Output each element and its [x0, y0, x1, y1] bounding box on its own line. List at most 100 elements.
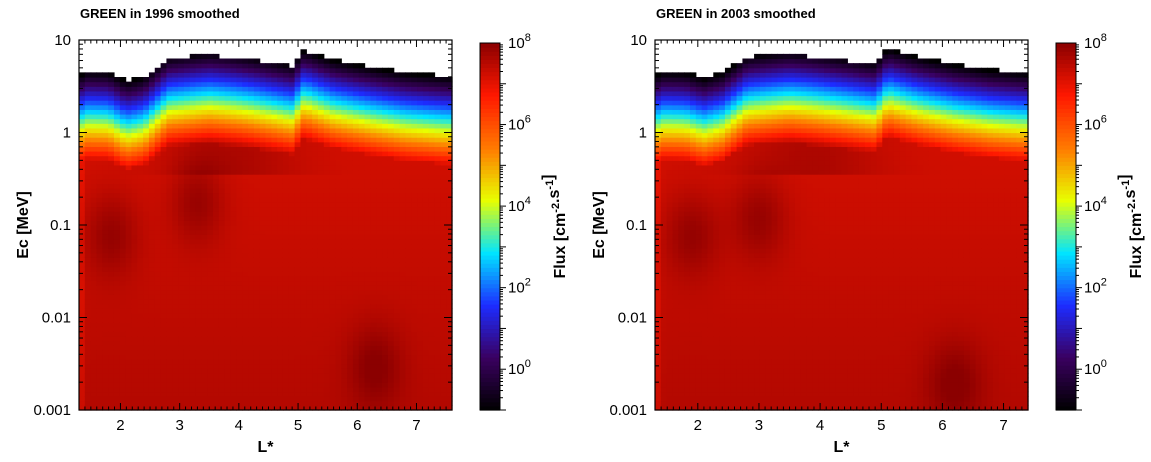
heatmap-cell: [288, 280, 296, 286]
heatmap-cell: [207, 285, 214, 291]
heatmap-cell: [358, 368, 366, 374]
heatmap-cell: [178, 72, 185, 78]
heatmap-cell: [282, 229, 290, 235]
heatmap-cell: [358, 123, 366, 129]
heatmap-cell: [440, 197, 447, 203]
heatmap-cell: [131, 127, 138, 134]
heatmap-cell: [207, 336, 214, 342]
heatmap-cell: [352, 160, 360, 166]
heatmap-cell: [306, 248, 313, 254]
heatmap-cell: [213, 229, 220, 235]
heatmap-cell: [323, 188, 331, 194]
heatmap-cell: [393, 322, 401, 328]
heatmap-cell: [195, 331, 202, 337]
heatmap-cell: [242, 345, 249, 351]
heatmap-cell: [277, 127, 284, 134]
heatmap-cell: [399, 178, 406, 184]
heatmap-cell: [213, 326, 220, 332]
heatmap-cell: [236, 67, 243, 73]
heatmap-cell: [277, 63, 284, 69]
heatmap-cell: [79, 132, 86, 138]
heatmap-cell: [364, 192, 372, 198]
heatmap-cell: [108, 322, 115, 328]
heatmap-cell: [329, 141, 337, 147]
heatmap-cell: [178, 257, 185, 263]
heatmap-cell: [376, 285, 383, 291]
heatmap-cell: [253, 63, 261, 69]
heatmap-cell: [131, 229, 138, 235]
heatmap-cell: [422, 234, 430, 240]
heatmap-cell: [79, 303, 86, 309]
heatmap-cell: [417, 368, 424, 374]
heatmap-cell: [253, 178, 261, 184]
heatmap-cell: [387, 294, 395, 300]
heatmap-cell: [265, 174, 272, 180]
heatmap-cell: [399, 100, 406, 106]
heatmap-cell: [154, 331, 162, 337]
heatmap-cell: [154, 86, 162, 92]
heatmap-cell: [213, 377, 220, 383]
heatmap-cell: [224, 303, 232, 309]
heatmap-cell: [131, 377, 138, 383]
heatmap-cell: [178, 266, 185, 272]
heatmap-cell: [294, 67, 302, 73]
heatmap-cell: [411, 373, 418, 379]
heatmap-cell: [370, 215, 377, 221]
heatmap-cell: [271, 114, 278, 120]
heatmap-cell: [288, 248, 296, 254]
heatmap-cell: [347, 197, 354, 203]
heatmap-cell: [119, 386, 127, 393]
heatmap-cell: [248, 211, 255, 217]
heatmap-cell: [347, 118, 354, 124]
heatmap-cell: [84, 109, 92, 115]
heatmap-cell: [329, 275, 337, 282]
heatmap-cell: [411, 174, 418, 180]
heatmap-cell: [178, 238, 185, 245]
heatmap-cell: [207, 396, 214, 402]
y-axis-title: Ec [MeV]: [15, 191, 32, 259]
heatmap-cell: [137, 354, 144, 360]
heatmap-cell: [113, 155, 121, 161]
heatmap-cell: [230, 77, 237, 83]
heatmap-cell: [154, 238, 162, 245]
heatmap-cell: [84, 289, 92, 295]
heatmap-cell: [195, 95, 202, 101]
heatmap-cell: [218, 169, 226, 175]
heatmap-cell: [96, 137, 103, 143]
heatmap-cell: [265, 377, 272, 383]
heatmap-cell: [160, 317, 168, 323]
heatmap-cell: [230, 363, 237, 369]
heatmap-cell: [189, 109, 197, 115]
heatmap-cell: [312, 308, 319, 314]
heatmap-cell: [265, 345, 272, 351]
heatmap-cell: [335, 234, 342, 240]
heatmap-cell: [213, 141, 220, 147]
heatmap-cell: [370, 396, 377, 402]
heatmap-cell: [178, 303, 185, 309]
heatmap-cell: [125, 160, 133, 166]
heatmap-cell: [108, 234, 115, 240]
heatmap-cell: [84, 206, 92, 212]
heatmap-cell: [84, 391, 92, 397]
heatmap-cell: [79, 215, 86, 221]
heatmap-cell: [195, 285, 202, 291]
heatmap-cell: [172, 363, 179, 369]
heatmap-cell: [84, 151, 92, 157]
heatmap-cell: [218, 197, 226, 203]
heatmap-cell: [96, 114, 103, 120]
heatmap-cell: [382, 262, 389, 268]
heatmap-cell: [446, 95, 453, 101]
heatmap-cell: [306, 192, 313, 198]
heatmap-cell: [96, 220, 103, 226]
heatmap-cell: [393, 405, 401, 411]
heatmap-cell: [271, 155, 278, 161]
heatmap-cell: [282, 234, 290, 240]
heatmap-cell: [399, 215, 406, 221]
heatmap-cell: [154, 322, 162, 328]
heatmap-cell: [143, 285, 150, 291]
y-tick-label: 10: [54, 32, 71, 49]
heatmap-cell: [96, 81, 103, 87]
heatmap-cell: [248, 174, 255, 180]
heatmap-cell: [248, 275, 255, 282]
heatmap-cell: [341, 132, 348, 138]
